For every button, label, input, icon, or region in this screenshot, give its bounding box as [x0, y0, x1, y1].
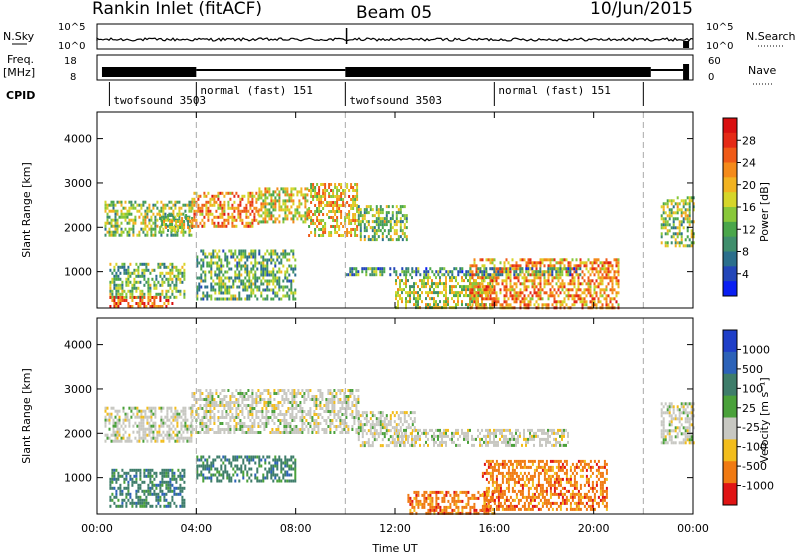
colorbar-swatch-6 [723, 207, 737, 222]
nsearch-label: N.Search [746, 30, 796, 43]
colorbar-tick-label-6: 28 [742, 134, 756, 147]
freq-tick-top: 18 [64, 56, 77, 67]
power-colorbar-label: Power [dB] [758, 182, 771, 242]
nsky-label: N.Sky [3, 30, 35, 43]
y-tick-label-0: 1000 [64, 266, 92, 279]
colorbar-swatch-7 [723, 222, 737, 237]
colorbar-swatch-11 [723, 281, 737, 296]
cpid-segment-label-1: normal (fast) 151 [200, 84, 313, 97]
nave-tick-top: 60 [708, 56, 721, 67]
power-y-axis-label: Slant Range [km] [20, 162, 33, 258]
freq-trace [102, 64, 689, 80]
nave-label: Nave [748, 64, 776, 77]
freq-unit-label: [MHz] [3, 66, 35, 79]
colorbar-swatch-8 [723, 237, 737, 252]
colorbar-swatch-3 [723, 163, 737, 178]
date-title: 10/Jun/2015 [590, 0, 693, 19]
colorbar-swatch-0 [723, 330, 737, 352]
colorbar-swatch-7 [723, 483, 737, 505]
colorbar-swatch-2 [723, 148, 737, 163]
nsearch-tick-top: 10^5 [706, 22, 733, 33]
colorbar-swatch-0 [723, 118, 737, 133]
colorbar-swatch-9 [723, 252, 737, 267]
colorbar-swatch-10 [723, 266, 737, 281]
x-tick-label-4: 16:00 [478, 522, 510, 535]
velocity-colorbar-label: Velocity [m s⁻¹] [758, 377, 771, 462]
freq-block-1 [345, 67, 650, 77]
colorbar-swatch-5 [723, 439, 737, 461]
nsky-tick-top: 10^5 [58, 22, 85, 33]
colorbar-tick-label-0: 1000 [742, 343, 770, 356]
nsearch-tick-bottom: 10^0 [706, 41, 733, 52]
colorbar-swatch-1 [723, 133, 737, 148]
colorbar-swatch-1 [723, 352, 737, 374]
colorbar-tick-label-1: 500 [742, 363, 763, 376]
cpid-segment-label-0: twofsound 3503 [113, 94, 206, 107]
nsky-end-block [683, 41, 689, 48]
x-tick-label-5: 20:00 [578, 522, 610, 535]
beam-title: Beam 05 [356, 3, 432, 23]
x-tick-label-3: 12:00 [379, 522, 411, 535]
y-tick-label-3: 4000 [64, 339, 92, 352]
cpid-label: CPID [6, 89, 35, 102]
freq-tick-bottom: 8 [70, 72, 76, 83]
freq-block-0 [102, 67, 196, 77]
colorbar-swatch-2 [723, 374, 737, 396]
colorbar-tick-label-2: 12 [742, 223, 756, 236]
freq-label: Freq. [7, 53, 34, 66]
velocity-y-axis-label: Slant Range [km] [20, 368, 33, 464]
colorbar-swatch-4 [723, 177, 737, 192]
y-tick-label-2: 3000 [64, 177, 92, 190]
colorbar-swatch-3 [723, 396, 737, 418]
x-tick-label-2: 08:00 [280, 522, 312, 535]
colorbar-tick-label-3: 16 [742, 201, 756, 214]
nave-tick-bottom: 0 [708, 72, 714, 83]
y-tick-label-3: 4000 [64, 133, 92, 146]
nsky-trace [97, 28, 693, 48]
colorbar-swatch-4 [723, 418, 737, 440]
y-tick-label-1: 2000 [64, 427, 92, 440]
power-colorbar: 4 8 12 16 20 24 28 [723, 118, 756, 297]
y-tick-label-2: 3000 [64, 383, 92, 396]
colorbar-swatch-6 [723, 461, 737, 483]
colorbar-tick-label-7: -1000 [742, 480, 774, 493]
x-tick-label-1: 04:00 [180, 522, 212, 535]
x-tick-label-0: 00:00 [81, 522, 113, 535]
colorbar-tick-label-5: 24 [742, 157, 756, 170]
power-panel: 1000 2000 3000 4000 Slant Range [km] [20, 112, 695, 309]
data-region-0-3 [258, 187, 308, 223]
colorbar-swatch-5 [723, 192, 737, 207]
freq-end-block [683, 64, 689, 80]
colorbar-tick-label-1: 8 [742, 246, 749, 259]
y-tick-label-0: 1000 [64, 472, 92, 485]
colorbar-tick-label-4: 20 [742, 179, 756, 192]
x-tick-label-6: 00:00 [677, 522, 709, 535]
velocity-panel: 1000 2000 3000 4000 00:00 04:00 08:00 12:00 16:… [20, 318, 709, 554]
x-axis-label: Time UT [371, 542, 417, 554]
nsky-line [97, 38, 693, 41]
colorbar-tick-label-3: 25 [742, 402, 756, 415]
cpid-segment-label-2: twofsound 3503 [349, 94, 442, 107]
nsky-tick-bottom: 10^0 [58, 41, 85, 52]
cpid-segment-label-3: normal (fast) 151 [498, 84, 611, 97]
station-title: Rankin Inlet (fitACF) [92, 0, 262, 19]
data-region-0-5 [358, 205, 408, 241]
colorbar-tick-label-0: 4 [742, 268, 749, 281]
nsky-panel-frame [97, 24, 693, 49]
y-tick-label-1: 2000 [64, 221, 92, 234]
